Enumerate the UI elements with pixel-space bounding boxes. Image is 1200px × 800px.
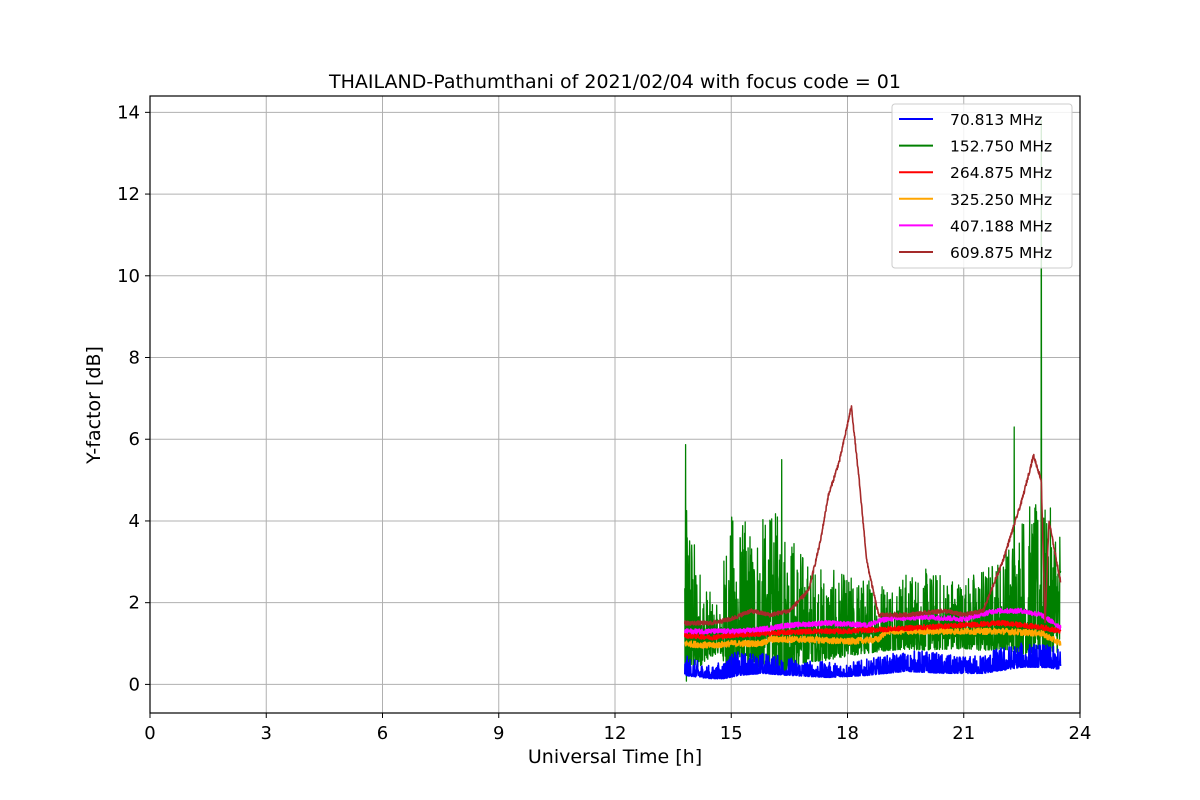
- chart-title: THAILAND-Pathumthani of 2021/02/04 with …: [328, 71, 901, 93]
- series-line: [684, 119, 1062, 682]
- legend-label: 325.250 MHz: [950, 191, 1052, 209]
- series-line: [684, 405, 1062, 626]
- y-axis-label: Y-factor [dB]: [83, 346, 105, 465]
- x-axis: 0 3 6 9 12 15 18 21 24: [144, 713, 1091, 744]
- legend-box: [891, 103, 1073, 269]
- series-line: [684, 607, 1062, 635]
- y-tick-label: 10: [117, 266, 140, 287]
- y-tick-label: 12: [117, 184, 140, 205]
- x-axis-label: Universal Time [h]: [528, 746, 702, 768]
- y-tick-label: 14: [117, 102, 140, 123]
- series-line: [684, 642, 1062, 680]
- x-tick-label: 15: [720, 723, 743, 744]
- x-tick-label: 3: [261, 723, 272, 744]
- y-tick-label: 0: [129, 674, 140, 695]
- legend-label: 407.188 MHz: [950, 217, 1052, 235]
- series-line: [684, 620, 1062, 641]
- series-line: [684, 627, 1062, 649]
- x-tick-label: 9: [493, 723, 504, 744]
- x-tick-label: 21: [952, 723, 975, 744]
- x-tick-label: 6: [377, 723, 388, 744]
- legend: 70.813 MHz 152.750 MHz 264.875 MHz 325.250 …: [891, 103, 1073, 269]
- x-tick-label: 18: [836, 723, 859, 744]
- legend-label: 609.875 MHz: [950, 244, 1052, 262]
- legend-label: 70.813 MHz: [950, 111, 1042, 129]
- legend-label: 264.875 MHz: [950, 164, 1052, 182]
- y-tick-label: 2: [129, 593, 140, 614]
- x-tick-label: 24: [1069, 723, 1092, 744]
- x-tick-label: 0: [144, 723, 155, 744]
- x-tick-label: 12: [604, 723, 627, 744]
- legend-label: 152.750 MHz: [950, 138, 1052, 156]
- y-tick-label: 6: [129, 429, 140, 450]
- y-tick-label: 8: [129, 348, 140, 369]
- y-tick-label: 4: [129, 511, 140, 532]
- series-layer: [684, 119, 1062, 682]
- y-axis: 0 2 4 6 8 10 12 14: [117, 102, 150, 695]
